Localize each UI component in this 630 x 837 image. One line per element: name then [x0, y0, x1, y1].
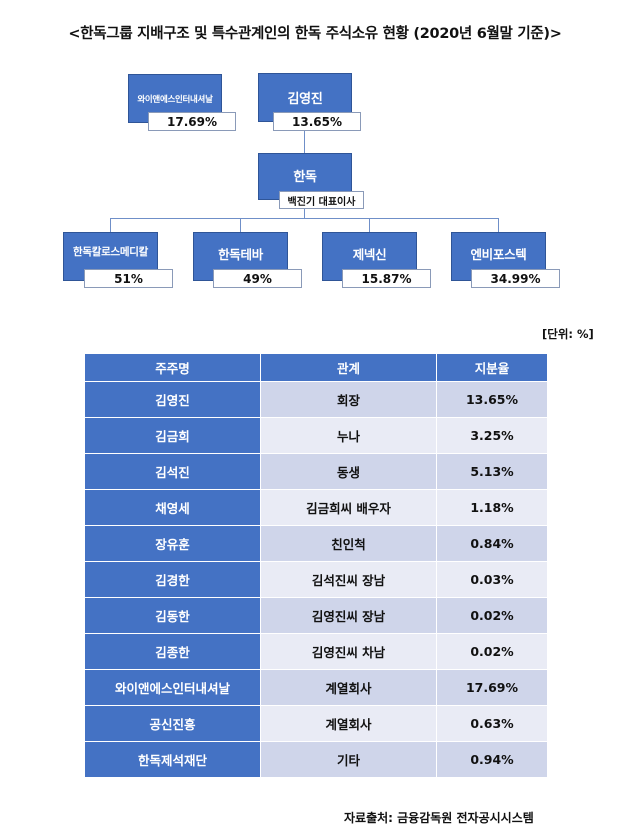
relation-cell: 회장: [260, 381, 437, 418]
shareholder-cell: 한독제석재단: [84, 741, 261, 778]
page-title: <한독그룹 지배구조 및 특수관계인의 한독 주식소유 현황 (2020년 6월…: [68, 26, 562, 42]
stake-cell: 0.02%: [436, 633, 548, 670]
column-header-relation: 관계: [260, 353, 437, 382]
subsidiary-name: 엔비포스텍: [470, 247, 527, 262]
shareholder-cell: 김석진: [84, 453, 261, 490]
relation-cell: 계열회사: [260, 669, 437, 706]
company-name: 한독: [293, 170, 317, 185]
subsidiary-name: 한독테바: [218, 247, 263, 262]
relation-cell: 누나: [260, 417, 437, 454]
table-row: 채영세 김금희씨 배우자 1.18%: [84, 489, 548, 526]
stake-cell: 5.13%: [436, 453, 548, 490]
shareholder-cell: 공신진흥: [84, 705, 261, 742]
stake-cell: 17.69%: [436, 669, 548, 706]
column-header-stake: 지분율: [436, 353, 548, 382]
shareholder-cell: 장유훈: [84, 525, 261, 562]
subsidiary-name: 제넥신: [352, 247, 387, 262]
relation-cell: 기타: [260, 741, 437, 778]
connector-line: [240, 218, 241, 232]
relation-cell: 김석진씨 장남: [260, 561, 437, 598]
relation-cell: 친인척: [260, 525, 437, 562]
stake-cell: 1.18%: [436, 489, 548, 526]
shareholder-name: 김영진: [287, 92, 323, 107]
connector-line: [369, 218, 370, 232]
subsidiary-name: 한독칼로스메디칼: [73, 246, 148, 258]
table-row: 장유훈 친인척 0.84%: [84, 525, 548, 562]
table-header-row: 주주명 관계 지분율: [84, 353, 548, 382]
shareholder-cell: 김경한: [84, 561, 261, 598]
table-row: 김동한 김영진씨 장남 0.02%: [84, 597, 548, 634]
stake-cell: 0.03%: [436, 561, 548, 598]
connector-line: [110, 218, 499, 219]
relation-cell: 동생: [260, 453, 437, 490]
table-row: 공신진흥 계열회사 0.63%: [84, 705, 548, 742]
stake-cell: 13.65%: [436, 381, 548, 418]
table-row: 김석진 동생 5.13%: [84, 453, 548, 490]
unit-label: [단위: %]: [542, 327, 594, 341]
relation-cell: 계열회사: [260, 705, 437, 742]
shareholder-cell: 김동한: [84, 597, 261, 634]
shareholder-cell: 김종한: [84, 633, 261, 670]
ceo-label: 백진기 대표이사: [279, 191, 364, 209]
shareholder-name: 와이앤에스인터내셔날: [137, 94, 213, 105]
stake-cell: 0.94%: [436, 741, 548, 778]
stake-cell: 0.84%: [436, 525, 548, 562]
table-row: 김경한 김석진씨 장남 0.03%: [84, 561, 548, 598]
shareholding-table: 주주명 관계 지분율 김영진 회장 13.65% 김금희 누나 3.25% 김석…: [84, 353, 548, 778]
column-header-shareholder: 주주명: [84, 353, 261, 382]
table-row: 김영진 회장 13.65%: [84, 381, 548, 418]
source-note: 자료출처: 금융감독원 전자공시시스템: [344, 811, 534, 825]
subsidiary-share: 51%: [84, 269, 173, 288]
stake-cell: 0.02%: [436, 597, 548, 634]
table-row: 김금희 누나 3.25%: [84, 417, 548, 454]
table-row: 한독제석재단 기타 0.94%: [84, 741, 548, 778]
shareholder-cell: 채영세: [84, 489, 261, 526]
connector-line: [304, 131, 305, 153]
shareholder-cell: 김영진: [84, 381, 261, 418]
shareholder-cell: 와이앤에스인터내셔날: [84, 669, 261, 706]
subsidiary-share: 15.87%: [342, 269, 431, 288]
relation-cell: 김금희씨 배우자: [260, 489, 437, 526]
relation-cell: 김영진씨 장남: [260, 597, 437, 634]
subsidiary-share: 34.99%: [471, 269, 560, 288]
connector-line: [498, 218, 499, 232]
connector-line: [304, 209, 305, 218]
stake-cell: 3.25%: [436, 417, 548, 454]
table-row: 김종한 김영진씨 차남 0.02%: [84, 633, 548, 670]
shareholder-cell: 김금희: [84, 417, 261, 454]
shareholder-share-kim: 13.65%: [273, 112, 361, 131]
stake-cell: 0.63%: [436, 705, 548, 742]
relation-cell: 김영진씨 차남: [260, 633, 437, 670]
subsidiary-share: 49%: [213, 269, 302, 288]
connector-line: [110, 218, 111, 232]
shareholder-share-wine: 17.69%: [148, 112, 236, 131]
table-row: 와이앤에스인터내셔날 계열회사 17.69%: [84, 669, 548, 706]
